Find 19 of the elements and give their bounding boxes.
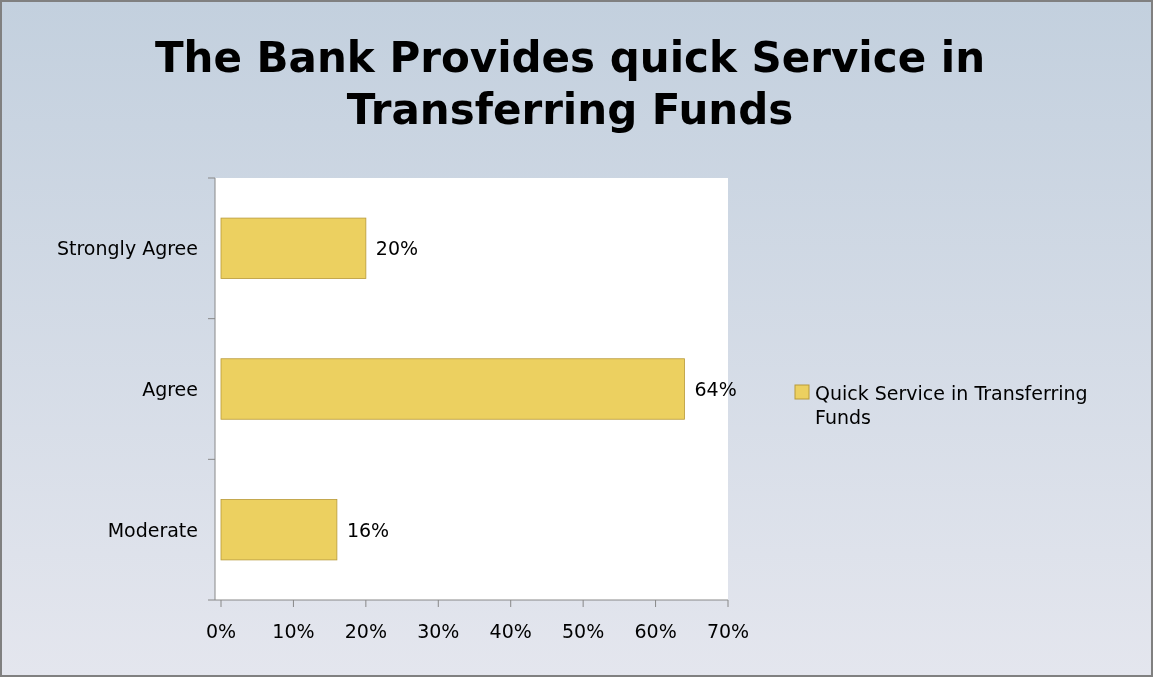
x-tick-label: 40% (489, 620, 532, 642)
x-tick-label: 0% (205, 620, 237, 642)
x-tick-label: 50% (562, 620, 605, 642)
y-tick-label: Moderate (107, 518, 198, 541)
data-label: 20% (375, 237, 419, 260)
y-tick-label: Agree (142, 378, 198, 400)
x-tick-label: 60% (634, 620, 677, 642)
chart-title: The Bank Provides quick Service in Transferring Funds (154, 33, 986, 134)
bar (220, 499, 338, 561)
x-tick-label: 20% (344, 620, 387, 642)
x-tick-label: 30% (417, 620, 460, 642)
legend-label: Quick Service in Transferring Funds (815, 382, 1088, 428)
data-label: 64% (694, 378, 737, 400)
bar (220, 358, 685, 420)
y-tick-label: Strongly Agree (56, 237, 198, 260)
data-label: 16% (346, 518, 390, 541)
bar (220, 217, 367, 279)
x-tick-label: 10% (272, 620, 315, 642)
x-tick-label: 70% (706, 620, 750, 642)
